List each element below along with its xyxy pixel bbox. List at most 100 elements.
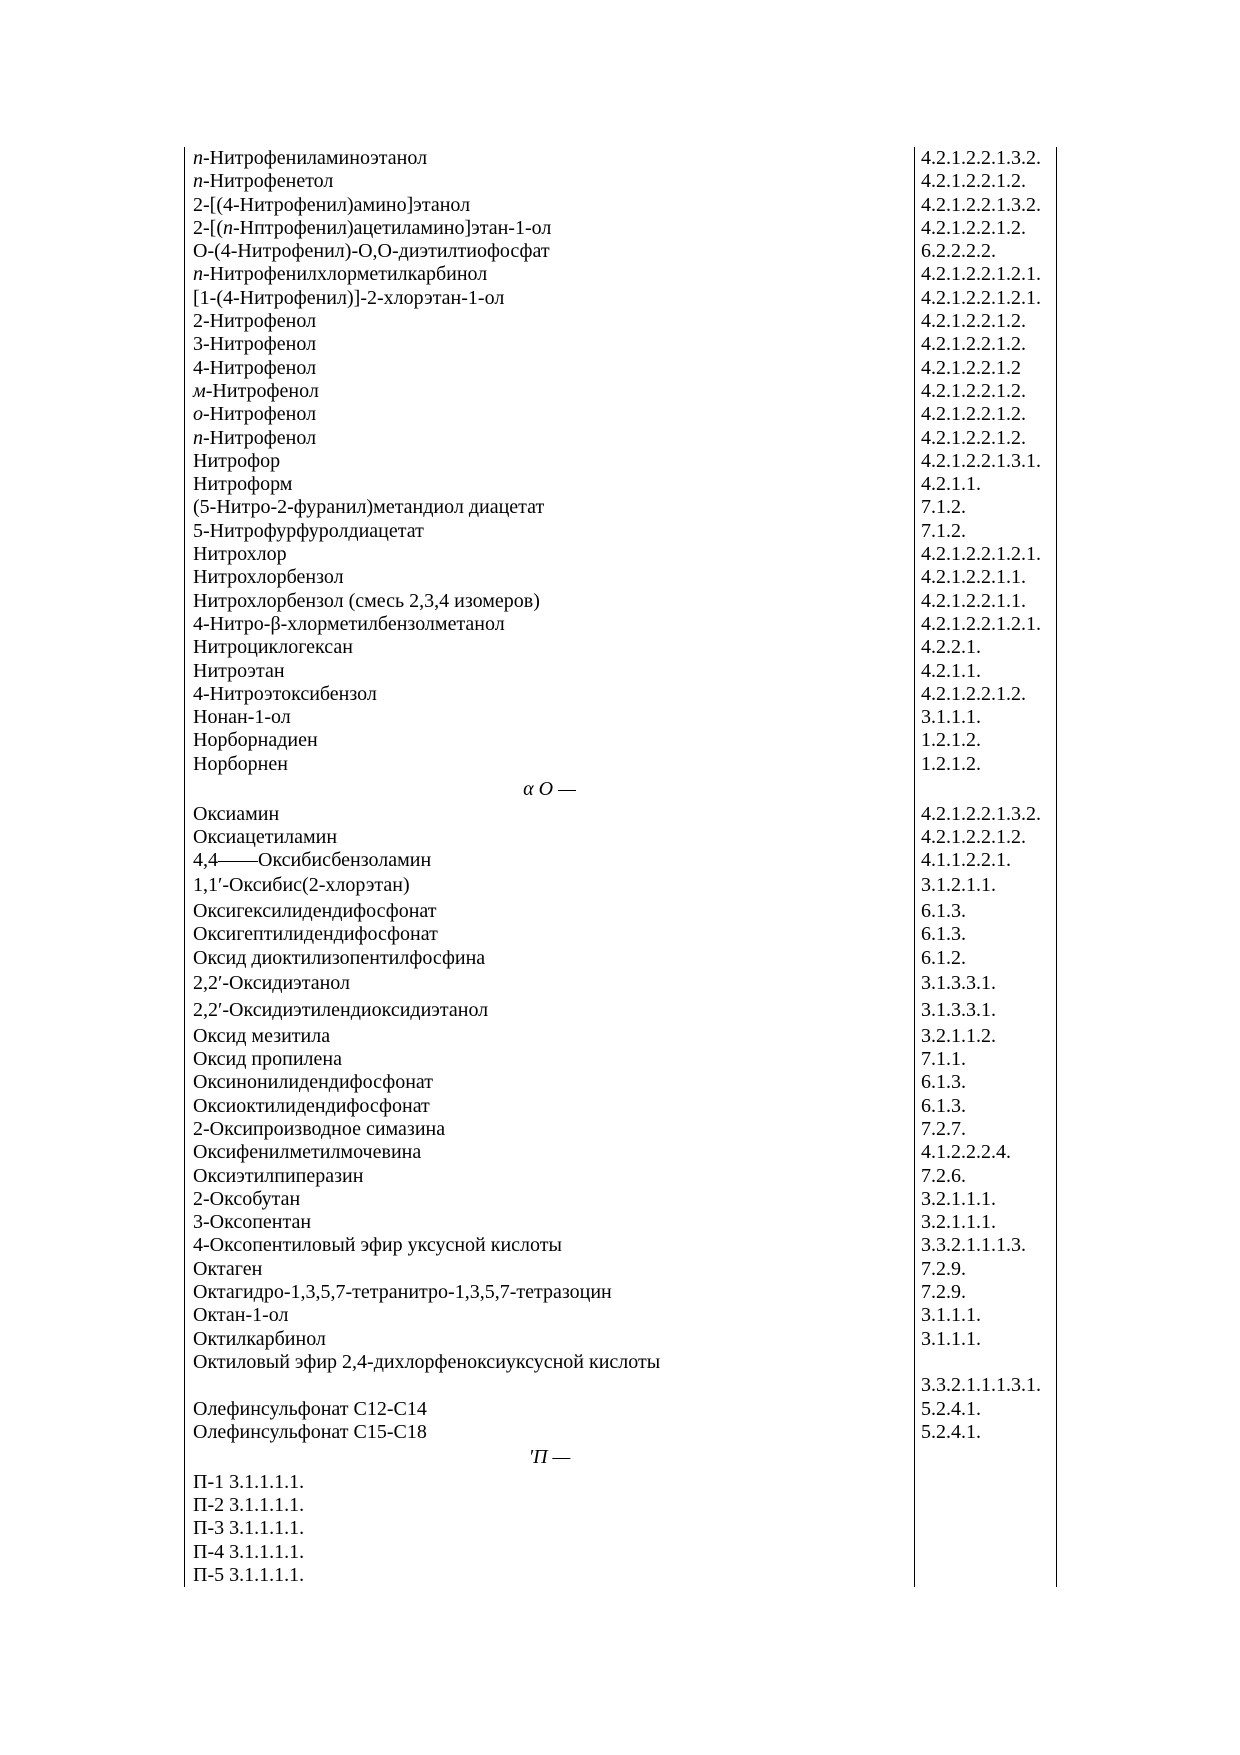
classification-code-cell: 4.2.1.2.2.1.3.2. xyxy=(915,193,1057,217)
substance-name-cell: о-Нитрофенол xyxy=(184,403,915,427)
substance-name-cell: Октан-1-ол xyxy=(184,1304,915,1328)
table-row: О-(4-Нитрофенил)-О,О-диэтилтиофосфат 6.2.… xyxy=(184,240,1057,264)
classification-code-cell: 4.2.1.2.2.1.2.1. xyxy=(915,543,1057,567)
classification-code-cell: 3.1.2.1.1. xyxy=(915,872,1057,900)
classification-code-cell: 7.2.9. xyxy=(915,1257,1057,1282)
table-row: 3-Нитрофенол 4.2.1.2.2.1.2. xyxy=(184,333,1057,357)
substance-name-cell: П-3 3.1.1.1.1. xyxy=(184,1517,915,1541)
substance-name-cell: Оксинонилидендифосфонат xyxy=(184,1071,915,1095)
table-row: м-Нитрофенол 4.2.1.2.2.1.2. xyxy=(184,379,1057,404)
classification-code-cell xyxy=(915,1563,1057,1588)
classification-code-cell xyxy=(915,1350,1057,1375)
table-row: Нонан-1-ол 3.1.1.1. xyxy=(184,706,1057,730)
classification-code-cell: 4.2.1.2.2.1.2. xyxy=(915,170,1057,194)
table-row: Нитроформ 4.2.1.1. xyxy=(184,473,1057,497)
classification-code-cell: 7.2.7. xyxy=(915,1117,1057,1142)
substance-name-cell: Оксифенилметилмочевина xyxy=(184,1141,915,1165)
classification-code-cell: 4.2.1.2.2.1.2 xyxy=(915,356,1057,380)
table-row: 2-Оксобутан 3.2.1.1.1. xyxy=(184,1187,1057,1212)
classification-code-cell: 3.1.1.1. xyxy=(915,1327,1057,1351)
classification-code-cell: 4.2.1.2.2.1.2. xyxy=(915,682,1057,707)
classification-code-cell: 7.1.1. xyxy=(915,1048,1057,1072)
table-row: 2-Нитрофенол 4.2.1.2.2.1.2. xyxy=(184,310,1057,334)
substance-name-cell: (5-Нитро-2-фуранил)метандиол диацетат xyxy=(184,496,915,520)
table-row: Нитрохлорбензол 4.2.1.2.2.1.1. xyxy=(184,566,1057,590)
table-row: Октагидро-1,3,5,7-тетранитро-1,3,5,7-тет… xyxy=(184,1281,1057,1305)
classification-code-cell: 7.1.2. xyxy=(915,496,1057,520)
table-row: Октилкарбинол 3.1.1.1. xyxy=(184,1327,1057,1351)
classification-code-cell: 4.2.1.1. xyxy=(915,659,1057,683)
table-row: Нитрохлор 4.2.1.2.2.1.2.1. xyxy=(184,543,1057,567)
substance-name-cell: п-Нитрофенилхлорметилкарбинол xyxy=(184,263,915,287)
table-row: 2,2′-Оксидиэтилендиоксидиэтанол 3.1.3.3.1… xyxy=(184,997,1057,1025)
classification-code-cell: 4.2.1.2.2.1.3.2. xyxy=(915,147,1057,171)
substance-name-cell: Норборнадиен xyxy=(184,729,915,753)
substance-name-cell: Нонан-1-ол xyxy=(184,706,915,730)
classification-code-cell: 3.1.3.3.1. xyxy=(915,969,1057,998)
table-row: Олефинсульфонат С15-С18 5.2.4.1. xyxy=(184,1420,1057,1445)
classification-code-cell: 4.2.1.2.2.1.2. xyxy=(915,426,1057,450)
substance-name-cell: м-Нитрофенол xyxy=(184,379,915,404)
table-row: 2-[(п-Нптрофенил)ацетиламино]этан-1-ол 4.… xyxy=(184,216,1057,241)
substance-name-cell: Оксид мезитила xyxy=(184,1024,915,1049)
table-row: Нитроэтан 4.2.1.1. xyxy=(184,659,1057,683)
substance-name-cell xyxy=(184,1374,915,1398)
section-header-label: ′П — xyxy=(184,1444,915,1471)
table-row: о-Нитрофенол 4.2.1.2.2.1.2. xyxy=(184,403,1057,427)
classification-code-cell: 4.2.2.1. xyxy=(915,636,1057,660)
classification-code-cell: 4.2.1.2.2.1.2. xyxy=(915,403,1057,427)
classification-code-cell: 6.1.3. xyxy=(915,923,1057,947)
classification-code-cell: 3.3.2.1.1.1.3.1. xyxy=(915,1374,1057,1398)
table-row: Оксиэтилпиперазин 7.2.6. xyxy=(184,1164,1057,1188)
table-row: Оксиоктилидендифосфонат 6.1.3. xyxy=(184,1094,1057,1118)
classification-code-cell: 6.1.3. xyxy=(915,899,1057,924)
substance-name-cell: [1-(4-Нитрофенил)]-2-хлорэтан-1-ол xyxy=(184,286,915,311)
table-row: Олефинсульфонат С12-С14 5.2.4.1. xyxy=(184,1397,1057,1421)
classification-code-cell xyxy=(915,1540,1057,1564)
table-row: Оксид пропилена 7.1.1. xyxy=(184,1048,1057,1072)
substance-name-cell: Олефинсульфонат С12-С14 xyxy=(184,1397,915,1421)
chemical-index-table: п-Нитрофениламиноэтанол 4.2.1.2.2.1.3.2. п… xyxy=(184,147,1057,1588)
substance-name-cell: 4-Нитро-β-хлорметилбензолметанол xyxy=(184,612,915,637)
classification-code-cell: 4.1.2.2.2.4. xyxy=(915,1141,1057,1165)
classification-code-cell: 3.3.2.1.1.1.3. xyxy=(915,1234,1057,1258)
substance-name-cell: О-(4-Нитрофенил)-О,О-диэтилтиофосфат xyxy=(184,240,915,264)
substance-name-cell: 4,4——Оксибисбензоламин xyxy=(184,849,915,873)
substance-name-cell: Оксид пропилена xyxy=(184,1048,915,1072)
table-row: П-4 3.1.1.1.1. xyxy=(184,1540,1057,1564)
section-header-row: α О — xyxy=(184,776,1057,803)
classification-code-cell: 3.1.1.1. xyxy=(915,706,1057,730)
substance-name-cell: П-2 3.1.1.1.1. xyxy=(184,1493,915,1518)
table-row: 4-Нитроэтоксибензол 4.2.1.2.2.1.2. xyxy=(184,682,1057,707)
table-row: Октиловый эфир 2,4-дихлорфеноксиуксусной… xyxy=(184,1350,1057,1375)
classification-code-cell xyxy=(915,1470,1057,1494)
substance-name-cell: Олефинсульфонат С15-С18 xyxy=(184,1420,915,1445)
classification-code-cell: 7.2.9. xyxy=(915,1281,1057,1305)
table-row: Нитрофор 4.2.1.2.2.1.3.1. xyxy=(184,449,1057,474)
table-row: Оксинонилидендифосфонат 6.1.3. xyxy=(184,1071,1057,1095)
substance-name-cell: Оксиацетиламин xyxy=(184,825,915,850)
substance-name-cell: Нитрохлор xyxy=(184,543,915,567)
classification-code-cell: 3.2.1.1.1. xyxy=(915,1211,1057,1235)
substance-name-cell: 2-Оксобутан xyxy=(184,1187,915,1212)
substance-name-cell: Оксиамин xyxy=(184,802,915,826)
substance-name-cell: Октагидро-1,3,5,7-тетранитро-1,3,5,7-тет… xyxy=(184,1281,915,1305)
table-row: 2-[(4-Нитрофенил)амино]этанол 4.2.1.2.2.1… xyxy=(184,193,1057,217)
table-row: П-3 3.1.1.1.1. xyxy=(184,1517,1057,1541)
substance-name-cell: 2-[(4-Нитрофенил)амино]этанол xyxy=(184,193,915,217)
table-row: Оксиамин 4.2.1.2.2.1.3.2. xyxy=(184,802,1057,826)
substance-name-cell: Нитроциклогексан xyxy=(184,636,915,660)
substance-name-cell: Нитрофор xyxy=(184,449,915,474)
classification-code-cell: 1.2.1.2. xyxy=(915,729,1057,753)
classification-code-cell: 3.2.1.1.2. xyxy=(915,1024,1057,1049)
substance-name-cell: 4-Нитроэтоксибензол xyxy=(184,682,915,707)
table-row: Нитрохлорбензол (смесь 2,3,4 изомеров) 4.… xyxy=(184,589,1057,613)
table-row: (5-Нитро-2-фуранил)метандиол диацетат 7.1… xyxy=(184,496,1057,520)
classification-code-cell: 4.2.1.2.2.1.2.1. xyxy=(915,612,1057,637)
substance-name-cell: П-4 3.1.1.1.1. xyxy=(184,1540,915,1564)
table-row: Норборнен 1.2.1.2. xyxy=(184,752,1057,777)
classification-code-cell: 4.2.1.2.2.1.2. xyxy=(915,825,1057,850)
section-header-row: ′П — xyxy=(184,1444,1057,1471)
code-cell-empty xyxy=(915,776,1057,803)
